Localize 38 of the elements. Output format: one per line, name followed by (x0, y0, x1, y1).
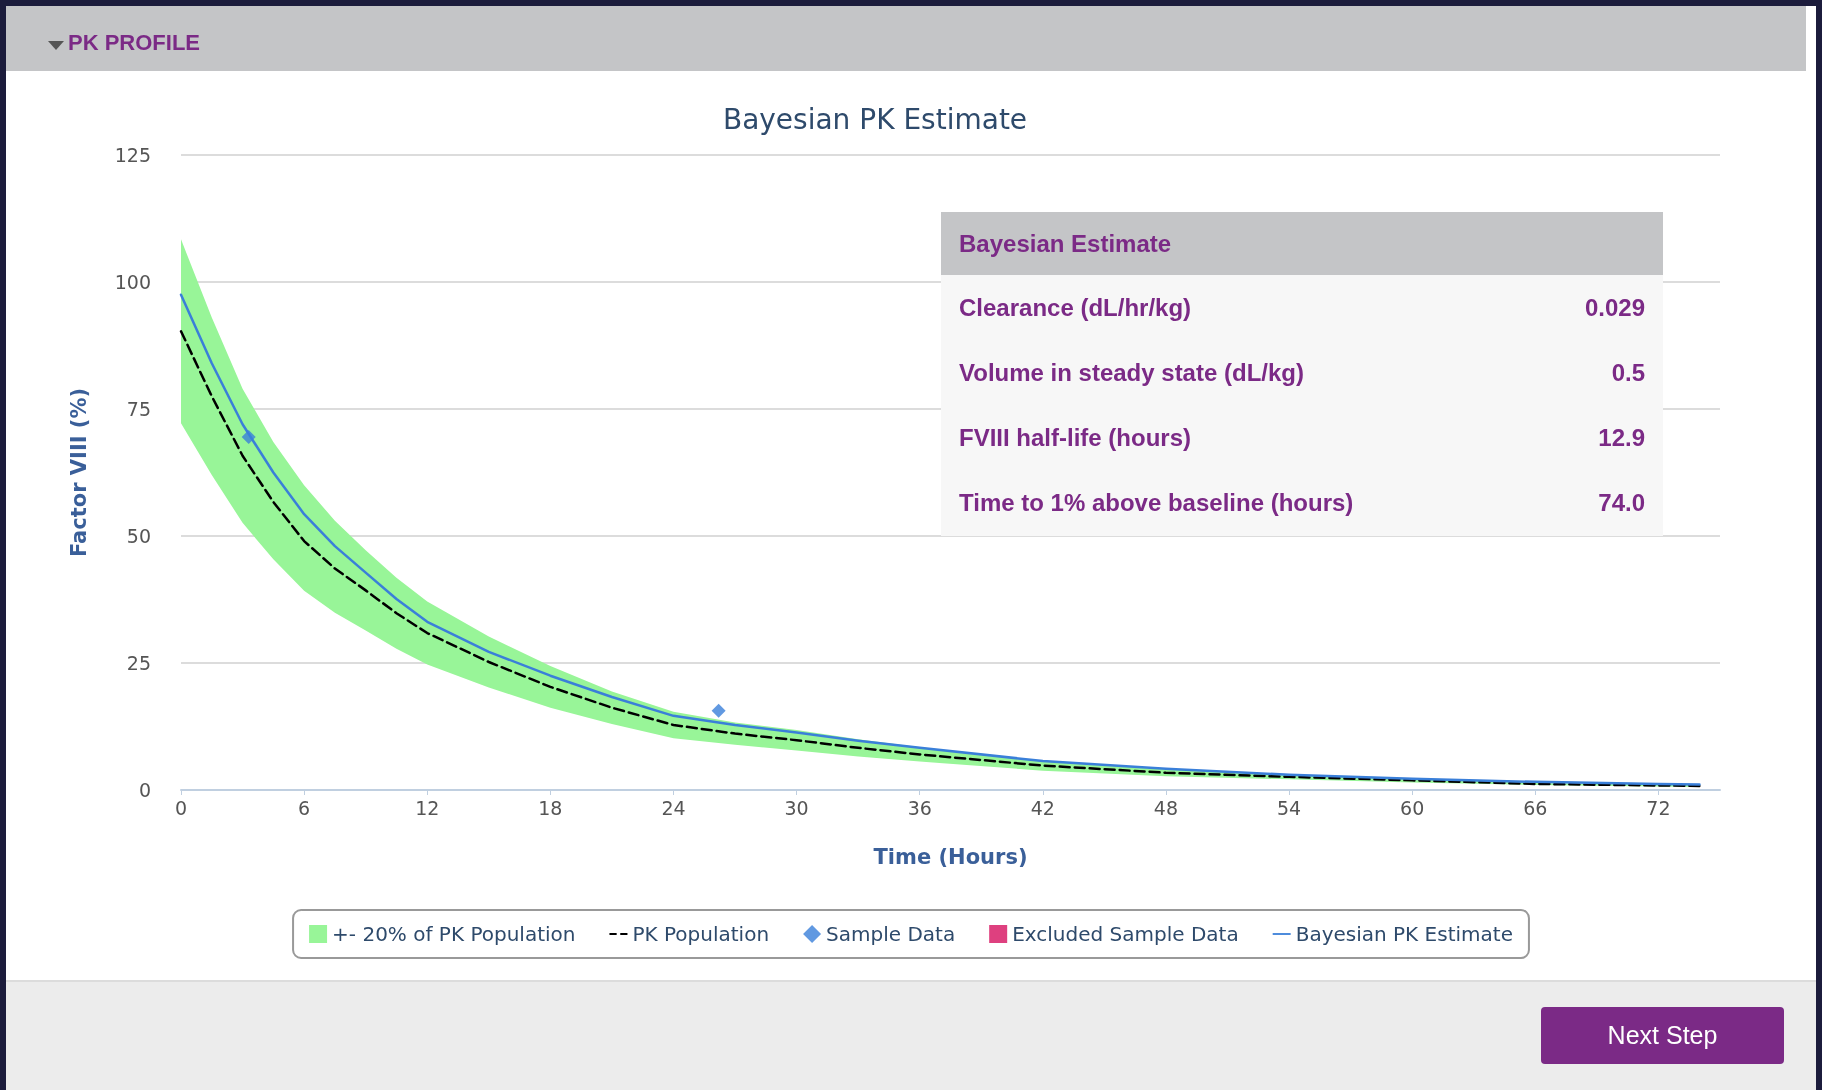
x-tick-label: 60 (1400, 796, 1425, 819)
y-tick-label: 75 (126, 398, 151, 420)
x-tick-label: 24 (661, 796, 686, 819)
x-tick-label: 0 (174, 796, 188, 819)
legend-label: Sample Data (826, 922, 956, 946)
chart-title: Bayesian PK Estimate (722, 102, 1028, 136)
text: Next Step (1541, 1007, 1784, 1064)
y-tick-label: 0 (138, 779, 151, 801)
legend-label: Excluded Sample Data (1012, 922, 1239, 946)
text: PK PROFILE (68, 30, 201, 56)
x-tick-label: 6 (298, 796, 311, 819)
annotation: 0.5 (1611, 358, 1645, 387)
legend-label: +- 20% of PK Population (332, 922, 576, 946)
annotation: FVIII half-life (hours) (959, 423, 1191, 452)
legend-label: PK Population (632, 922, 770, 946)
y-tick-label: 100 (114, 271, 151, 293)
legend-label: Bayesian PK Estimate (1295, 922, 1513, 946)
y-tick-label: 25 (126, 652, 151, 674)
annotation: Bayesian Estimate (941, 212, 1663, 275)
annotation: 74.0 (1598, 488, 1645, 517)
x-tick-label: 48 (1153, 796, 1179, 819)
annotation: Volume in steady state (dL/kg) (959, 358, 1304, 387)
x-tick-label: 30 (784, 796, 809, 819)
annotation: 12.9 (1598, 423, 1645, 452)
y-tick-label: 50 (126, 525, 151, 547)
annotation: Time to 1% above baseline (hours) (959, 488, 1354, 517)
y-tick-label: 125 (114, 144, 151, 166)
x-tick-label: 54 (1276, 796, 1302, 819)
x-tick-label: 66 (1523, 796, 1548, 819)
x-tick-label: 72 (1646, 796, 1671, 819)
x-tick-label: 42 (1030, 796, 1055, 819)
y-axis-title: Factor VIII (%) (66, 387, 91, 558)
x-axis-title: Time (Hours) (873, 844, 1028, 869)
annotation: 0.029 (1584, 293, 1645, 322)
x-tick-label: 36 (907, 796, 932, 819)
x-tick-label: 12 (415, 796, 440, 819)
x-tick-label: 18 (538, 796, 563, 819)
annotation: Clearance (dL/hr/kg) (959, 293, 1192, 322)
